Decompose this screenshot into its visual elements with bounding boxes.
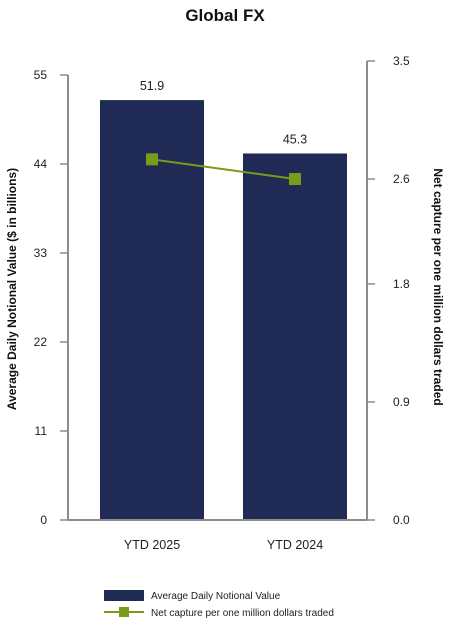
legend-swatch-bar [104,590,144,601]
legend-label-line: Net capture per one million dollars trad… [151,608,334,619]
y-tick-label: 22 [34,335,48,349]
y2-tick-label: 1.8 [393,277,410,291]
chart-title: Global FX [185,6,265,25]
x-tick-label: YTD 2024 [267,538,323,552]
y-tick-label: 0 [40,513,47,527]
y2-tick-label: 0.9 [393,395,410,409]
net-capture-point [289,173,301,186]
bar [243,153,347,520]
legend-swatch-marker [119,607,129,617]
y2-tick-label: 2.6 [393,172,410,186]
net-capture-line [151,158,296,181]
bar [100,100,204,520]
bar-data-label: 51.9 [140,79,164,93]
legend-label-bar: Average Daily Notional Value [151,591,281,602]
legend: Average Daily Notional Value Net capture… [104,590,334,619]
y-tick-label: 11 [35,424,48,438]
y2-tick-label: 0.0 [393,513,410,527]
labels-layer: 51.9 YTD 2025 45.3 YTD 2024 [124,79,323,552]
axes-layer: 0 11 22 33 44 55 0.0 0.9 1.8 2.6 3.5 [34,54,410,527]
y-tick-label: 33 [34,246,48,260]
y-tick-label: 55 [34,68,48,82]
line-layer [146,153,301,186]
x-tick-label: YTD 2025 [124,538,180,552]
y2-tick-label: 3.5 [393,54,410,68]
bars-layer [100,100,347,520]
net-capture-point [146,153,158,166]
y2-axis-label: Net capture per one million dollars trad… [431,168,445,405]
bar-data-label: 45.3 [283,132,307,146]
y-axis-label: Average Daily Notional Value ($ in billi… [5,168,19,410]
y-tick-label: 44 [34,157,48,171]
